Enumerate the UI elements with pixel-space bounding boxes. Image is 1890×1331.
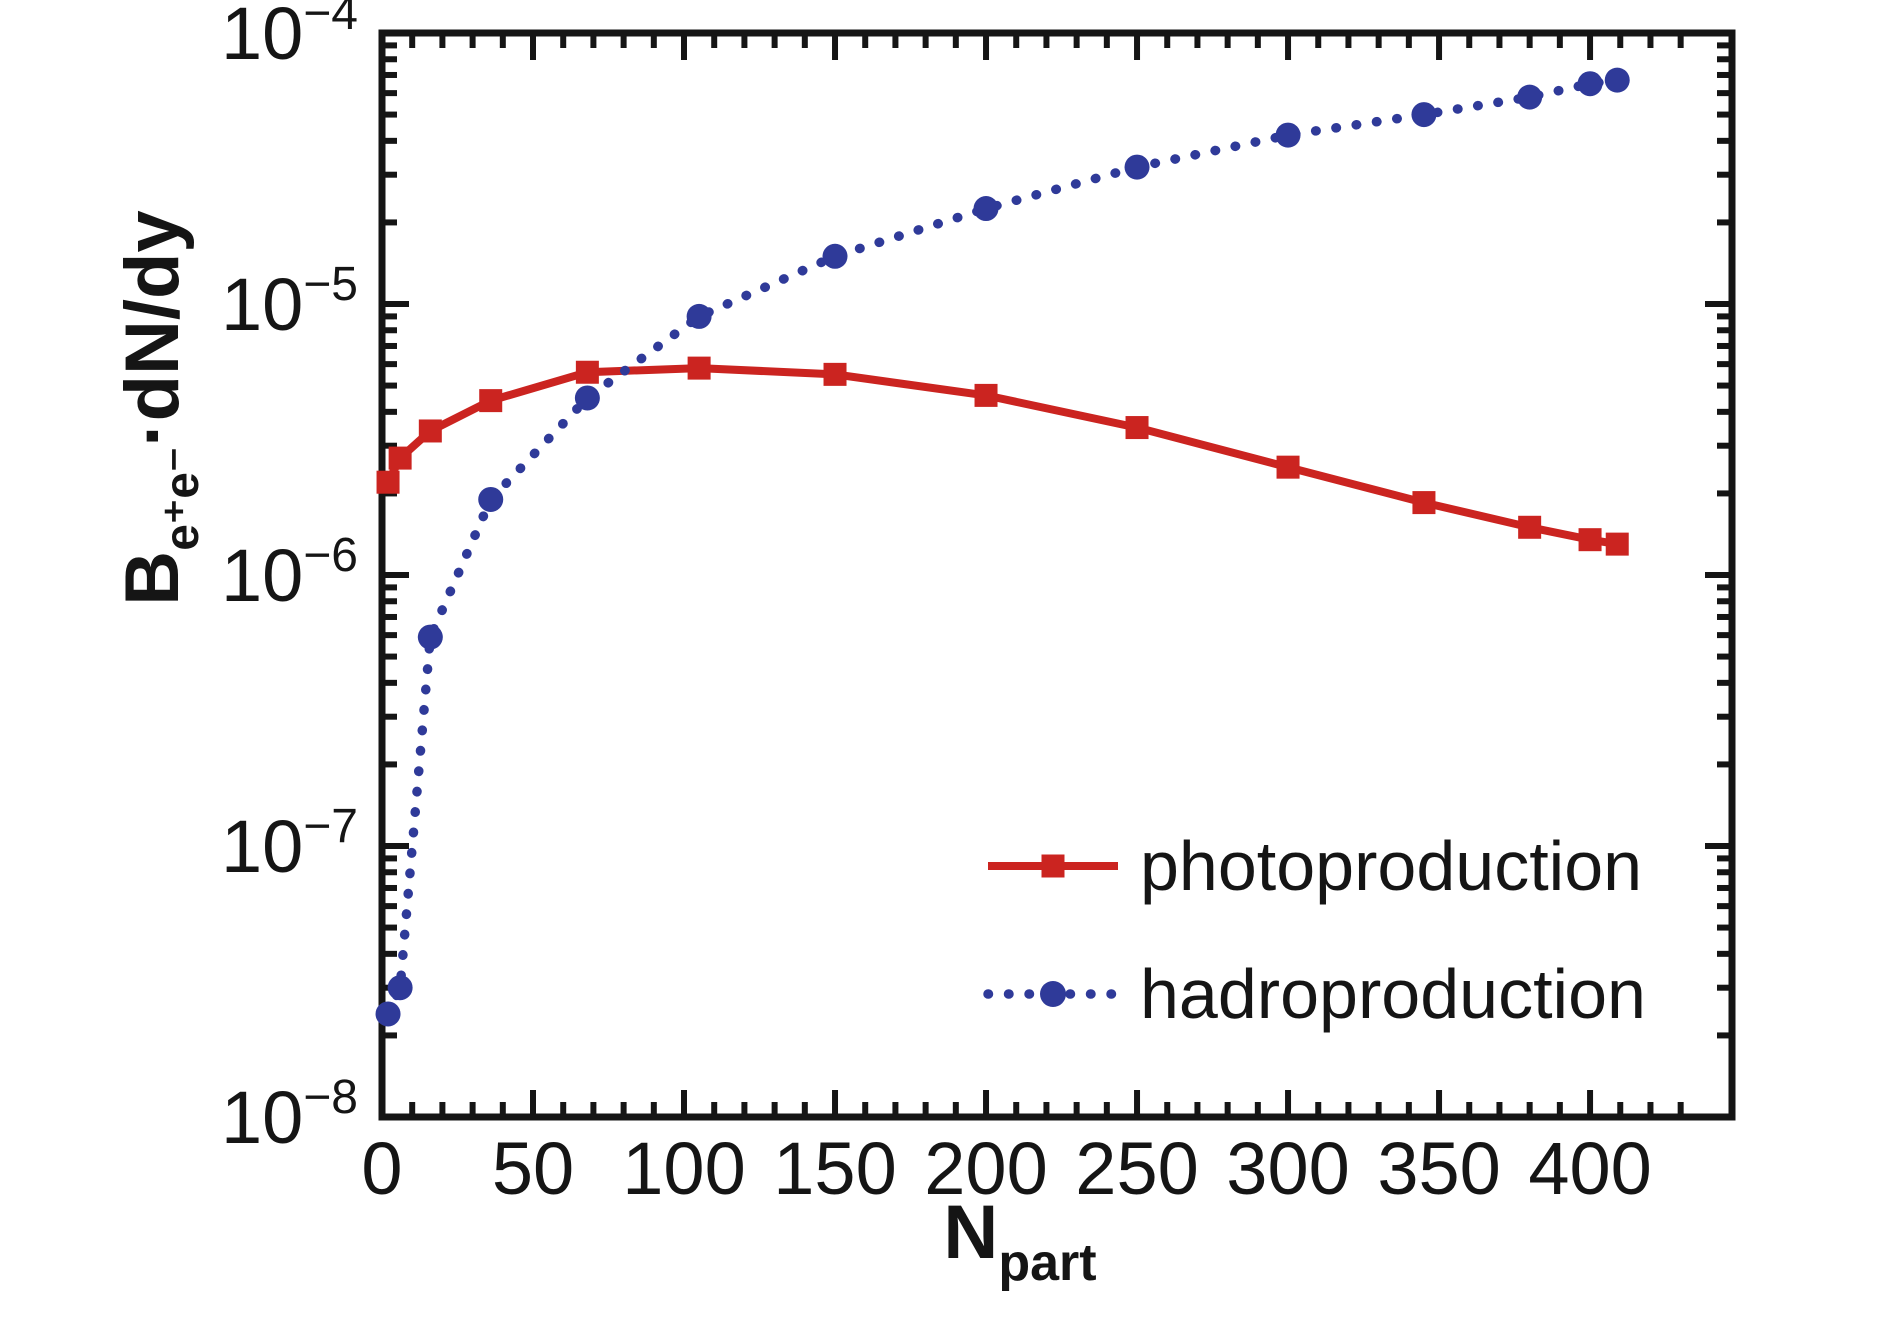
- photoproduction-marker: [823, 362, 847, 386]
- x-tick-label-100: 100: [622, 1127, 745, 1210]
- x-tick-label-350: 350: [1377, 1127, 1500, 1210]
- photoproduction-marker: [1578, 528, 1602, 552]
- photoproduction-marker: [1605, 532, 1629, 556]
- legend-label-hadroproduction: hadroproduction: [1140, 955, 1646, 1033]
- hadroproduction-marker: [1517, 84, 1543, 110]
- x-tick-label-50: 50: [492, 1127, 574, 1210]
- photoproduction-marker: [974, 383, 998, 407]
- y-tick-label-1e-5: 10−5: [221, 258, 358, 346]
- x-tick-label-300: 300: [1226, 1127, 1349, 1210]
- hadroproduction-marker: [1577, 71, 1603, 97]
- hadroproduction-marker: [1604, 67, 1630, 93]
- legend-photoproduction-marker-sample: [1041, 854, 1065, 878]
- hadroproduction-marker: [387, 975, 413, 1001]
- y-tick-label-1e-6: 10−6: [221, 529, 358, 617]
- photoproduction-marker: [1518, 515, 1542, 539]
- x-tick-label-250: 250: [1075, 1127, 1198, 1210]
- photoproduction-marker: [1276, 455, 1300, 479]
- hadroproduction-marker: [1124, 154, 1150, 180]
- y-tick-label-1e-4: 10−4: [221, 0, 358, 75]
- x-tick-label-150: 150: [773, 1127, 896, 1210]
- y-tick-label-1e-8: 10−8: [221, 1071, 358, 1159]
- legend-item-hadroproduction: hadroproduction: [983, 955, 1646, 1033]
- hadroproduction-marker: [574, 385, 600, 411]
- photoproduction-marker: [1125, 416, 1149, 440]
- x-tick-label-200: 200: [924, 1127, 1047, 1210]
- x-tick-label-0: 0: [361, 1127, 402, 1210]
- photoproduction-marker: [479, 389, 503, 413]
- hadroproduction-marker: [478, 486, 504, 512]
- series-hadroproduction: [375, 67, 1630, 1027]
- x-axis-ticks: [379, 33, 1684, 1117]
- photoproduction-marker: [418, 419, 442, 443]
- y-tick-labels: 10−4 10−5 10−6 10−7 10−8: [221, 0, 358, 1159]
- x-axis-label: Npart: [943, 1190, 1096, 1292]
- hadroproduction-marker: [1275, 122, 1301, 148]
- hadroproduction-marker: [686, 303, 712, 329]
- legend-hadroproduction-marker-sample: [1040, 981, 1066, 1007]
- photoproduction-line: [384, 364, 1618, 549]
- photoproduction-marker: [687, 356, 711, 380]
- legend-label-photoproduction: photoproduction: [1140, 827, 1642, 905]
- photoproduction-marker: [575, 360, 599, 384]
- legend: photoproduction hadroproduction: [983, 827, 1646, 1033]
- x-tick-labels: 0 50 100 150 200 250 300 350 400: [361, 1127, 1651, 1210]
- hadroproduction-marker: [973, 196, 999, 222]
- y-axis-label: Be⁺e⁻·dN/dy: [110, 210, 209, 605]
- y-tick-label-1e-7: 10−7: [221, 800, 358, 888]
- series-photoproduction: [376, 356, 1629, 556]
- hadroproduction-marker: [417, 624, 443, 650]
- hadroproduction-marker: [822, 243, 848, 269]
- hadroproduction-marker: [375, 1001, 401, 1027]
- x-tick-label-400: 400: [1528, 1127, 1651, 1210]
- hadroproduction-marker: [1411, 102, 1437, 128]
- hadroproduction-line: [383, 75, 1622, 1019]
- photoproduction-marker: [388, 446, 412, 470]
- photoproduction-marker: [376, 470, 400, 494]
- y-axis-ticks: [382, 30, 1732, 1120]
- photoproduction-marker: [1412, 491, 1436, 515]
- legend-item-photoproduction: photoproduction: [988, 827, 1642, 905]
